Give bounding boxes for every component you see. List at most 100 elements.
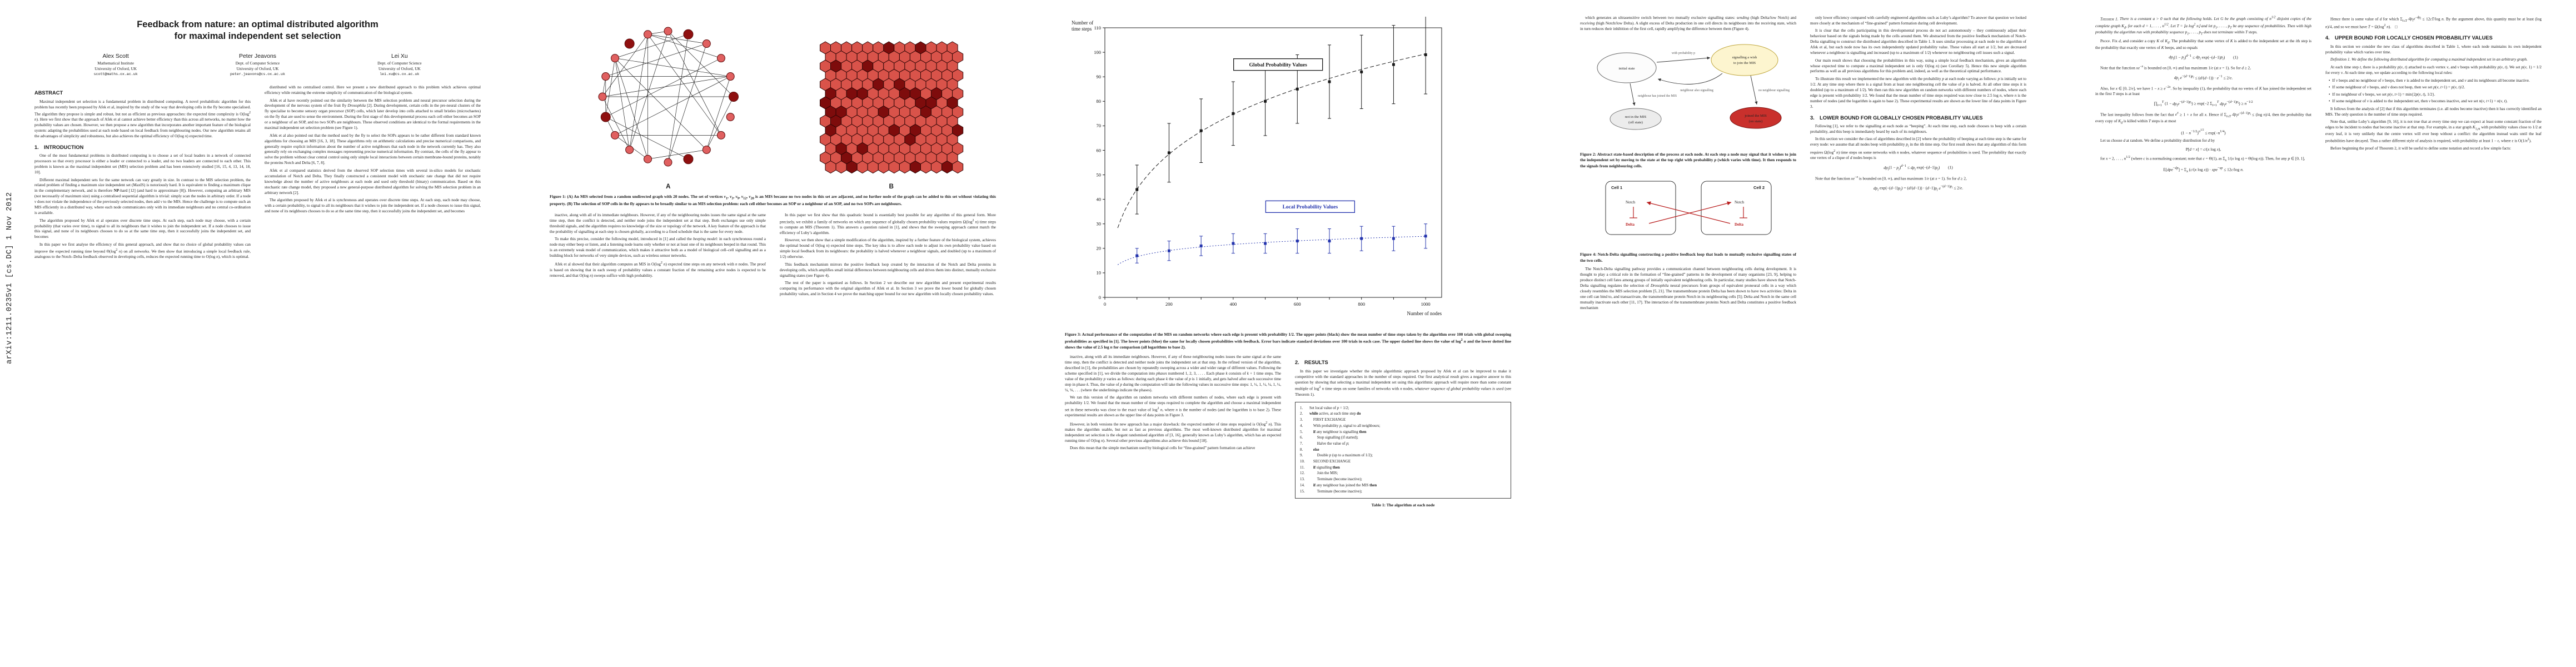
paragraph: It follows from the analysis of [2] that… xyxy=(2325,106,2542,117)
svg-text:0: 0 xyxy=(1099,295,1101,300)
author-name: Alex Scott xyxy=(102,52,129,59)
state-signalling-label2: to join the MIS xyxy=(1733,61,1755,65)
display-equation: dpi e−(d−1)pi ≤ (d/(d−1)) · e−1 ≤ 2/e. xyxy=(2174,74,2233,82)
paragraph: To illustrate this result we implemented… xyxy=(1810,76,2027,109)
figure-3-caption: Figure 3: Actual performance of the comp… xyxy=(1065,332,1511,350)
figure-4: Cell 1 Cell 2 Notch Delta Notch Delta xyxy=(1580,172,1796,248)
cell-2-label: Cell 2 xyxy=(1753,185,1765,190)
svg-text:60: 60 xyxy=(1097,147,1102,153)
cell-lattice-svg xyxy=(819,41,963,174)
page2-right-column: In this paper we first show that this qu… xyxy=(780,213,996,300)
paragraph: only lower efficiency compared with care… xyxy=(1810,16,2026,26)
algorithm-line: 1. Set local value of p = 1/2; xyxy=(1300,406,1349,410)
paragraph: In this section we consider the new clas… xyxy=(2325,44,2542,54)
paragraph: Different maximal independent sets for t… xyxy=(34,177,251,216)
figure-4-notch-delta-diagram: Cell 1 Cell 2 Notch Delta Notch Delta xyxy=(1605,181,1771,235)
page1-right-column: distributed with no centralised control.… xyxy=(265,85,481,262)
svg-text:Number of nodes: Number of nodes xyxy=(1407,311,1442,316)
author-block: Alex Scott Mathematical Institute Univer… xyxy=(49,53,466,76)
page-5: Theorem 1. There is a constant a > 0 suc… xyxy=(2061,0,2576,667)
paragraph: Afek et al have recently pointed out the… xyxy=(265,98,481,131)
display-equation: ∏i=1T (1 − dpie−(d−1)pi) ≥ exp(−2 Σi=1T … xyxy=(2154,101,2253,108)
paragraph: inactive, along with all its immediate n… xyxy=(1065,355,1281,392)
paragraph: which generates an ultrasensitive switch… xyxy=(1580,16,1797,31)
algorithm-line: 7. Halve the value of p; xyxy=(1300,441,1349,446)
bullet-item: • If some neighbour of v beeps, and v doe… xyxy=(2329,85,2465,90)
edge-conflict-label: neighbour also signalling xyxy=(1680,89,1713,92)
paragraph: Definition 1. We define the following di… xyxy=(2330,57,2528,62)
svg-text:0: 0 xyxy=(1104,301,1106,307)
algorithm-line: 4. With probability p, signal to all nei… xyxy=(1300,424,1381,428)
svg-text:70: 70 xyxy=(1097,123,1102,128)
paragraph: Maximal independent set selection is a f… xyxy=(34,99,251,138)
paragraph: Hence there is some value of d for which… xyxy=(2325,16,2542,29)
page4-right-column: only lower efficiency compared with care… xyxy=(1810,16,2026,313)
paragraph: Afek et al showed that their algorithm c… xyxy=(550,261,766,278)
algorithm-line: 13. Terminate (become inactive); xyxy=(1300,477,1362,482)
paragraph: This feedback mechanism mirrors the posi… xyxy=(780,262,996,278)
page4-left-bottom-text: The Notch-Delta signalling pathway provi… xyxy=(1580,267,1796,311)
paragraph: Afek et al also pointed out that the met… xyxy=(265,133,481,166)
paragraph: Theorem 1. There is a constant a > 0 suc… xyxy=(2095,16,2311,36)
paragraph: The algorithm proposed by Afek et al is … xyxy=(265,197,481,213)
svg-text:50: 50 xyxy=(1097,172,1102,177)
random-graph-svg xyxy=(598,27,739,167)
affil-line: Mathematical Institute xyxy=(97,60,134,66)
svg-text:20: 20 xyxy=(1097,246,1102,251)
algorithm-line: 5. if any neighbour is signalling then xyxy=(1300,430,1367,434)
svg-text:Global Probability Values: Global Probability Values xyxy=(1249,62,1307,68)
table-1-caption: Table 1: The algorithm at each node xyxy=(1371,502,1435,508)
svg-text:800: 800 xyxy=(1358,301,1365,307)
svg-text:30: 30 xyxy=(1097,221,1102,227)
author-affiliation: Mathematical Institute University of Oxf… xyxy=(49,61,182,71)
paragraph: We ran this version of the algorithm on … xyxy=(1065,395,1281,418)
display-equation: dpi(1 − pi)d−1 ≤ dpi exp(−(d−1)pi) (1) xyxy=(2169,54,2238,61)
svg-text:400: 400 xyxy=(1229,301,1237,307)
algorithm-line: 11. if signalling then xyxy=(1300,465,1340,470)
paper-title-line1: Feedback from nature: an optimal distrib… xyxy=(137,19,378,29)
author-3: Lei Xu Dept. of Computer Science Univers… xyxy=(333,53,466,76)
arxiv-watermark: arXiv:1211.0235v1 [cs.DC] 1 Nov 2012 xyxy=(6,192,14,364)
paragraph: To make this precise, consider the follo… xyxy=(550,236,766,258)
edge-probability-label: with probability p xyxy=(1671,52,1695,55)
author-2: Peter Jeavons Dept. of Computer Science … xyxy=(191,53,324,76)
svg-text:200: 200 xyxy=(1165,301,1173,307)
bullet-item: • If some neighbour of v is added to the … xyxy=(2329,99,2508,104)
cell-1-label: Cell 1 xyxy=(1611,185,1622,190)
paragraph: Proof. Fix d, and consider a copy K of K… xyxy=(2095,39,2312,50)
section-heading: 1. INTRODUCTION xyxy=(34,144,84,150)
paragraph: The rest of the paper is organised as fo… xyxy=(780,280,996,296)
algorithm-line: 10. SECOND EXCHANGE xyxy=(1300,460,1351,464)
algorithm-line: 2. while active, at each time step do xyxy=(1300,412,1361,416)
paragraph: The last inequality follows from the fac… xyxy=(2095,111,2311,125)
svg-text:600: 600 xyxy=(1294,301,1301,307)
affil-line: University of Oxford, UK xyxy=(236,66,279,71)
paragraph: Before beginning the proof of Theorem 2,… xyxy=(2330,146,2512,151)
paragraph: Does this mean that the simple mechanism… xyxy=(1070,446,1255,451)
algorithm-line: 8. else xyxy=(1300,447,1319,452)
delta-2-label: Delta xyxy=(1735,222,1743,227)
display-equation: P[d = x] = c/(x log x), xyxy=(2185,147,2221,152)
algorithm-line: 14. if any neighbour has joined the MIS … xyxy=(1300,483,1377,487)
edge-noconflict-label: no neighbour signalling xyxy=(1758,89,1790,92)
paragraph: Afek et al compared statistics derived f… xyxy=(265,168,481,195)
notch-1-label: Notch xyxy=(1626,200,1636,205)
paragraph: It is clear that the cells participating… xyxy=(1810,28,2026,56)
page-4: which generates an ultrasensitive switch… xyxy=(1546,0,2061,667)
notch-2-label: Notch xyxy=(1735,200,1745,205)
figure-2-state-diagram: initial state with probability p signall… xyxy=(1597,44,1790,130)
paragraph: At each time step t, there is a probabil… xyxy=(2325,65,2542,76)
svg-text:80: 80 xyxy=(1097,98,1102,104)
figure-2: initial state with probability p signall… xyxy=(1580,34,1796,148)
paragraph: In this paper we first show that this qu… xyxy=(780,212,996,235)
paper-title: Feedback from nature: an optimal distrib… xyxy=(34,19,481,43)
page5-left-column: Theorem 1. There is a constant a > 0 suc… xyxy=(2095,16,2311,177)
delta-1-label: Delta xyxy=(1626,222,1635,227)
page-1: arXiv:1211.0235v1 [cs.DC] 1 Nov 2012 Fee… xyxy=(0,0,515,667)
state-joined-label2: (on state) xyxy=(1748,120,1762,123)
affil-line: University of Oxford, UK xyxy=(94,66,137,71)
affil-line: Dept. of Computer Science xyxy=(235,60,280,66)
author-email: lei.xu@cs.ox.ac.uk xyxy=(380,72,420,77)
figure-1: A B xyxy=(550,18,996,190)
